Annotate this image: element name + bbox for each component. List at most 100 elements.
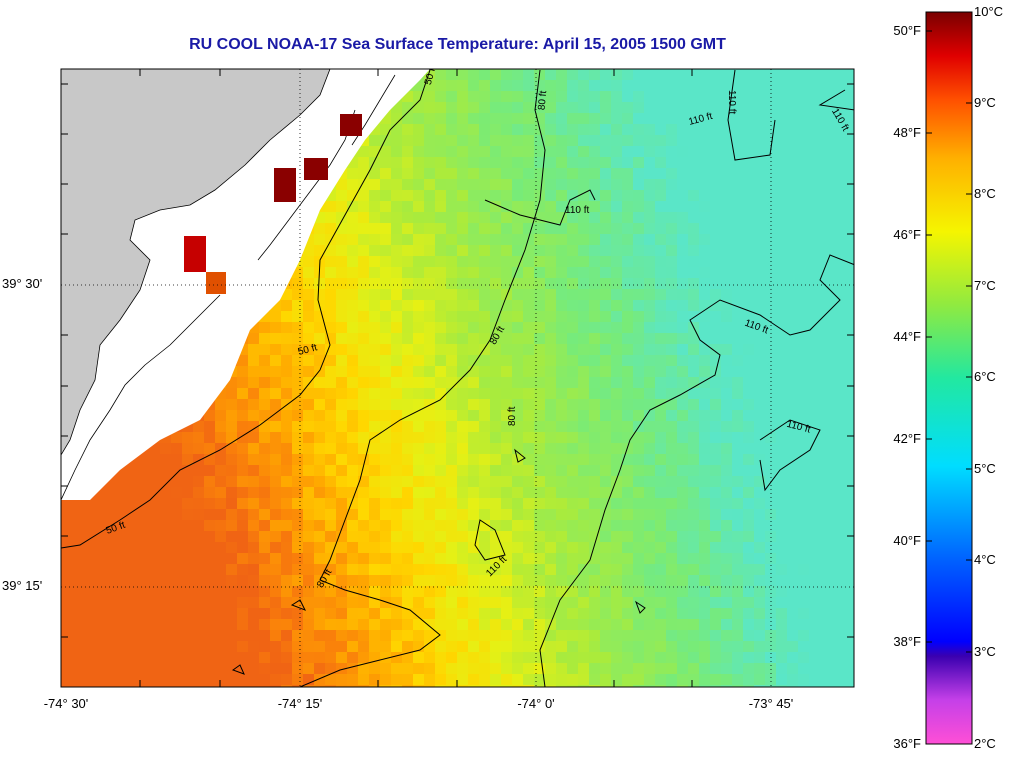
sst-cell — [589, 322, 601, 334]
sst-cell — [721, 256, 733, 268]
sst-cell — [479, 465, 491, 477]
sst-cell — [534, 300, 546, 312]
sst-cell — [666, 553, 678, 565]
lat-label: 39° 30' — [2, 276, 43, 291]
sst-cell — [413, 575, 425, 587]
sst-cell — [567, 586, 579, 598]
sst-cell — [358, 685, 370, 687]
sst-cell — [534, 498, 546, 510]
sst-cell — [479, 234, 491, 246]
sst-cell — [699, 179, 711, 191]
sst-cell — [259, 597, 271, 609]
sst-cell — [556, 399, 568, 411]
sst-cell — [512, 575, 524, 587]
sst-cell — [391, 553, 403, 565]
sst-cell — [138, 564, 150, 576]
sst-cell — [600, 223, 612, 235]
sst-cell — [688, 344, 700, 356]
sst-cell — [710, 300, 722, 312]
sst-cell — [468, 432, 480, 444]
sst-cell — [358, 245, 370, 257]
sst-cell — [732, 366, 744, 378]
sst-cell — [523, 586, 535, 598]
sst-cell — [413, 465, 425, 477]
sst-cell — [160, 542, 172, 554]
sst-cell — [633, 531, 645, 543]
sst-cell — [567, 289, 579, 301]
sst-cell — [798, 685, 810, 687]
sst-cell — [314, 454, 326, 466]
sst-cell — [743, 234, 755, 246]
sst-cell — [468, 91, 480, 103]
sst-cell — [380, 564, 392, 576]
sst-cell — [413, 498, 425, 510]
sst-cell — [820, 619, 832, 631]
sst-cell — [787, 168, 799, 180]
sst-cell — [501, 135, 513, 147]
sst-cell — [721, 377, 733, 389]
sst-cell — [303, 454, 315, 466]
sst-cell — [160, 586, 172, 598]
sst-cell — [666, 135, 678, 147]
sst-cell — [710, 685, 722, 687]
sst-cell — [644, 80, 656, 92]
sst-cell — [391, 322, 403, 334]
sst-cell — [259, 542, 271, 554]
sst-cell — [534, 344, 546, 356]
sst-cell — [292, 289, 304, 301]
sst-cell — [688, 245, 700, 257]
sst-cell — [314, 223, 326, 235]
sst-cell — [237, 531, 249, 543]
sst-cell — [743, 256, 755, 268]
sst-cell — [787, 586, 799, 598]
sst-cell — [446, 443, 458, 455]
sst-cell — [391, 586, 403, 598]
sst-cell — [589, 509, 601, 521]
sst-cell — [314, 652, 326, 664]
sst-cell — [589, 113, 601, 125]
sst-cell — [798, 333, 810, 345]
sst-cell — [677, 421, 689, 433]
sst-cell — [281, 652, 293, 664]
sst-cell — [402, 432, 414, 444]
sst-cell — [754, 520, 766, 532]
sst-cell — [842, 509, 854, 521]
sst-cell — [710, 641, 722, 653]
sst-cell — [237, 652, 249, 664]
sst-cell — [292, 542, 304, 554]
sst-cell — [732, 355, 744, 367]
sst-cell — [732, 157, 744, 169]
sst-cell — [831, 168, 843, 180]
sst-cell — [347, 311, 359, 323]
sst-cell — [457, 388, 469, 400]
sst-cell — [677, 487, 689, 499]
sst-cell — [413, 300, 425, 312]
sst-cell — [809, 322, 821, 334]
sst-cell — [446, 322, 458, 334]
sst-cell — [369, 245, 381, 257]
sst-cell — [72, 674, 84, 686]
sst-cell — [633, 344, 645, 356]
sst-cell — [820, 146, 832, 158]
sst-cell — [622, 465, 634, 477]
sst-cell — [688, 630, 700, 642]
sst-cell — [468, 509, 480, 521]
sst-cell — [710, 476, 722, 488]
sst-cell — [413, 311, 425, 323]
sst-cell — [776, 487, 788, 499]
sst-cell — [732, 223, 744, 235]
sst-cell — [402, 586, 414, 598]
sst-cell — [457, 212, 469, 224]
sst-cell — [765, 135, 777, 147]
sst-cell — [644, 124, 656, 136]
sst-cell — [743, 421, 755, 433]
sst-cell — [644, 674, 656, 686]
sst-cell — [743, 80, 755, 92]
sst-cell — [809, 377, 821, 389]
sst-cell — [545, 597, 557, 609]
sst-cell — [380, 179, 392, 191]
sst-cell — [490, 69, 502, 81]
sst-cell — [853, 80, 854, 92]
sst-cell — [336, 223, 348, 235]
sst-cell — [446, 542, 458, 554]
